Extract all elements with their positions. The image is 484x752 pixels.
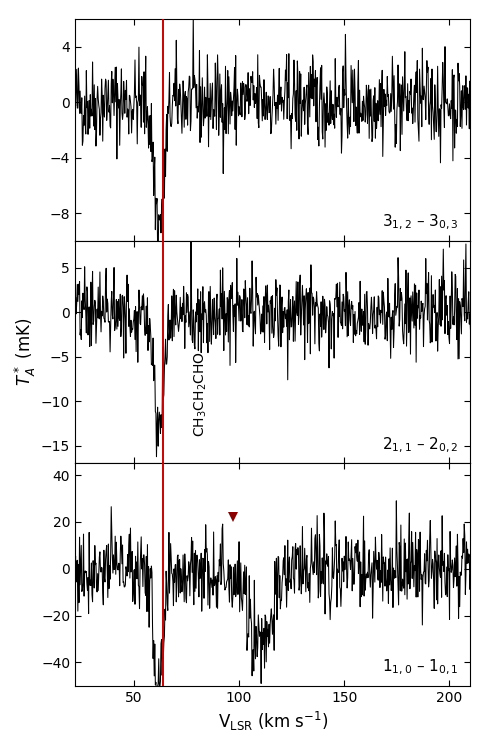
Text: $2_{1,1}$ – $2_{0,2}$: $2_{1,1}$ – $2_{0,2}$ <box>382 435 458 455</box>
Text: $3_{1,2}$ – $3_{0,3}$: $3_{1,2}$ – $3_{0,3}$ <box>382 213 458 232</box>
Y-axis label: $T_A^*$ (mK): $T_A^*$ (mK) <box>13 318 38 387</box>
Text: $1_{1,0}$ – $1_{0,1}$: $1_{1,0}$ – $1_{0,1}$ <box>382 658 458 677</box>
X-axis label: V$_{\rm LSR}$ (km s$^{-1}$): V$_{\rm LSR}$ (km s$^{-1}$) <box>217 710 328 733</box>
Text: CH$_3$CH$_2$CHO: CH$_3$CH$_2$CHO <box>193 351 210 437</box>
